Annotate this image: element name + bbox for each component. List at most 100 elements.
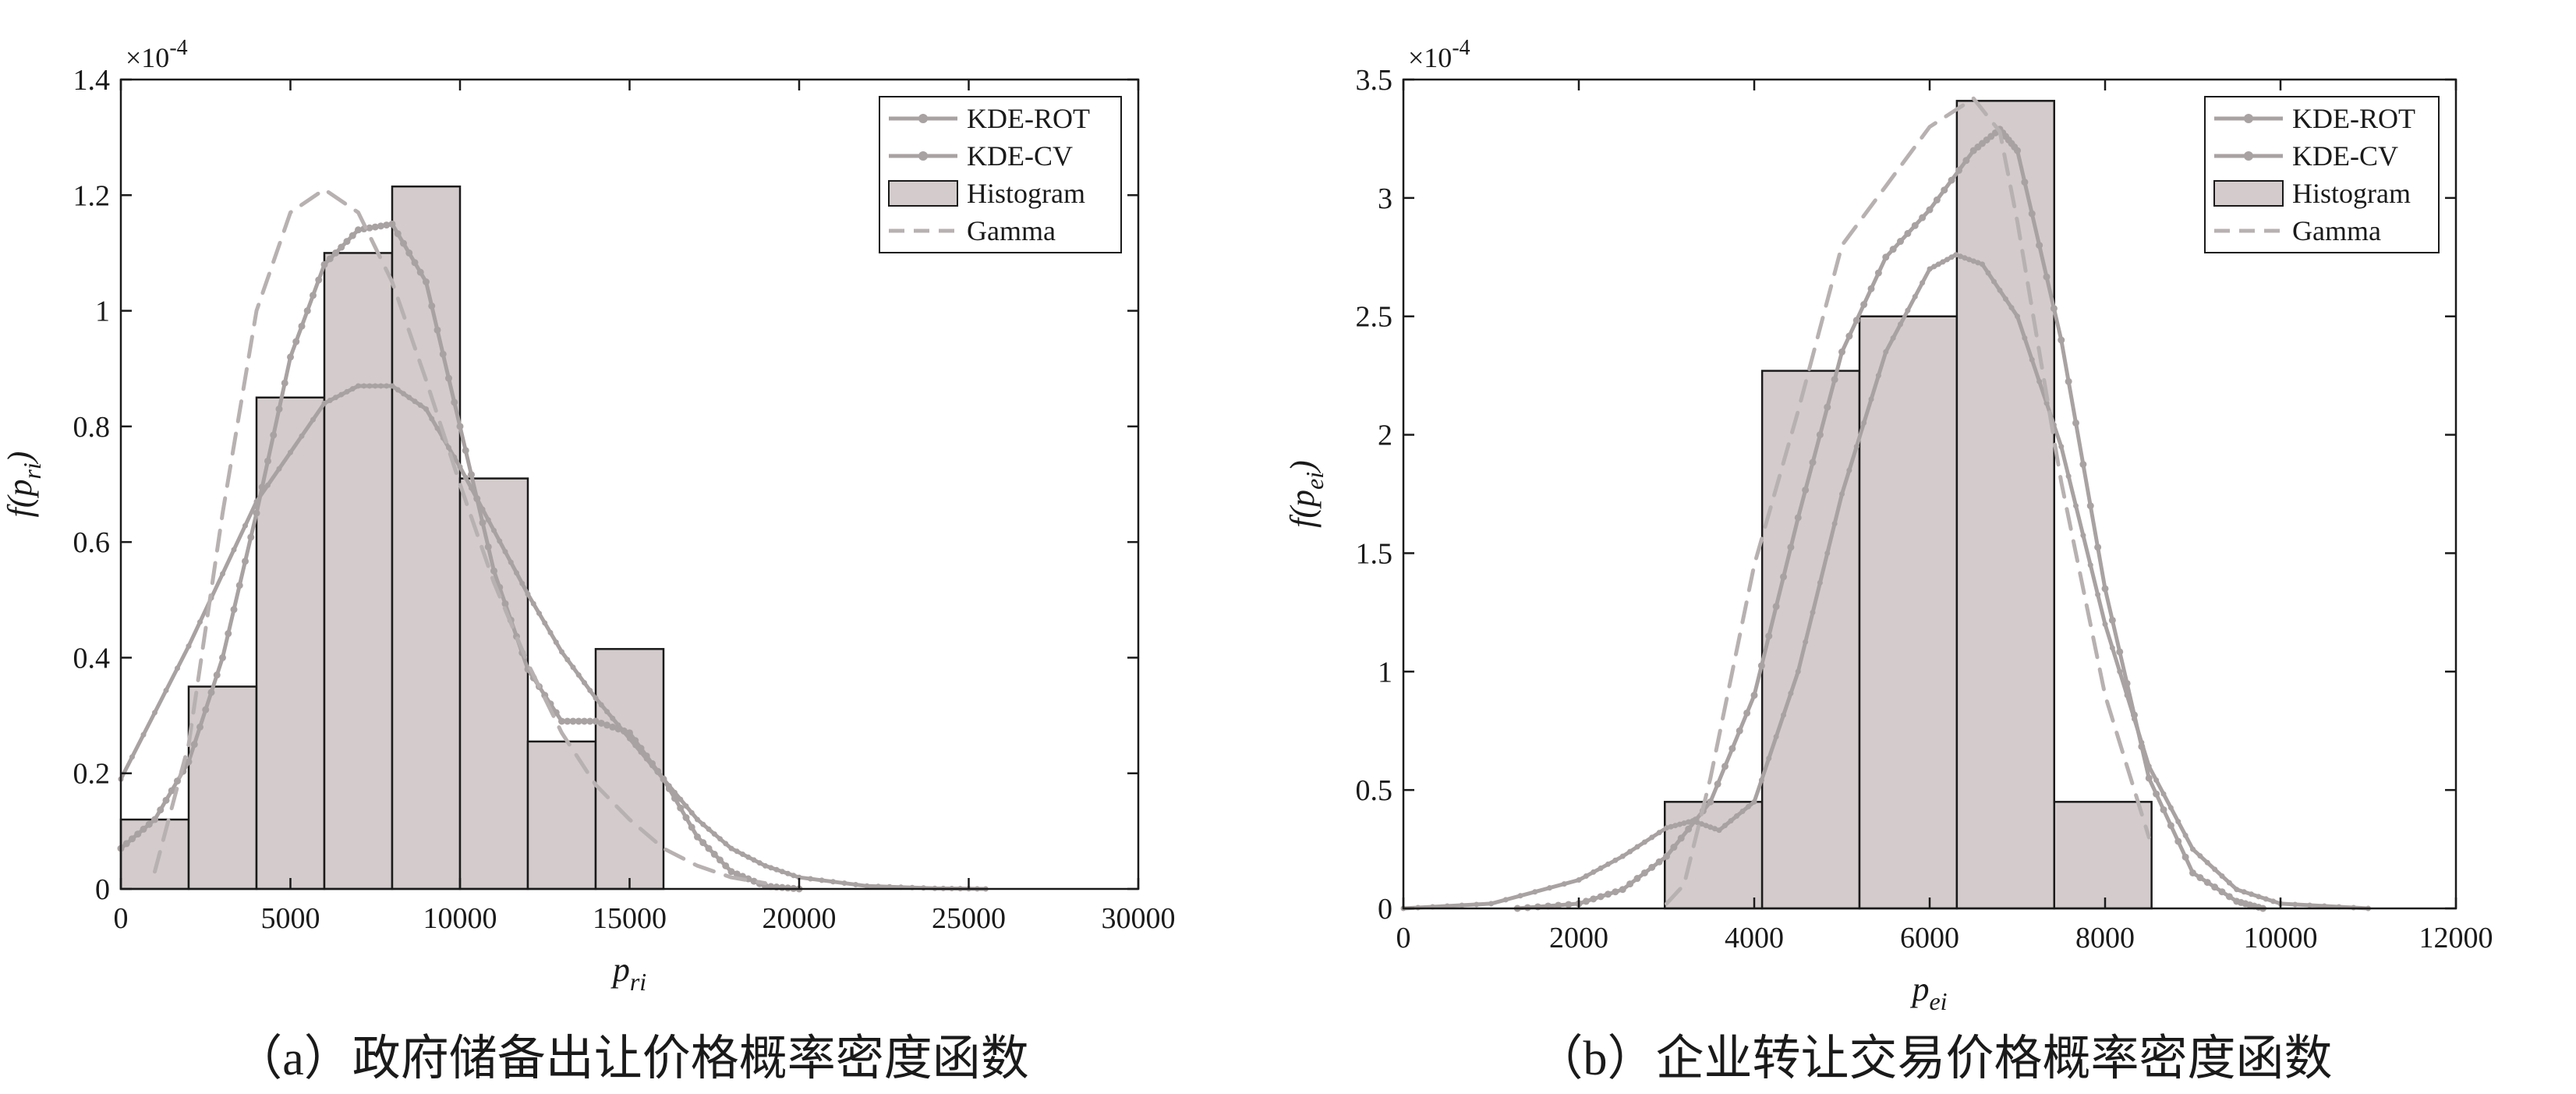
series-marker-kde-cv	[1868, 396, 1874, 402]
series-marker-kde-rot	[2101, 585, 2109, 593]
series-marker-kde-cv	[1561, 881, 1567, 887]
y-tick-label: 0.2	[73, 758, 111, 791]
series-marker-kde-rot	[416, 268, 424, 276]
series-marker-kde-rot	[1663, 852, 1670, 860]
series-marker-kde-cv	[536, 611, 542, 617]
series-marker-kde-rot	[157, 806, 165, 814]
series-marker-kde-cv	[1641, 839, 1647, 845]
series-marker-kde-cv	[1619, 853, 1626, 859]
histogram-bar	[458, 477, 529, 890]
series-marker-kde-rot	[428, 302, 436, 310]
series-marker-kde-rot	[575, 717, 582, 725]
series-marker-kde-cv	[700, 821, 706, 827]
series-marker-kde-cv	[853, 881, 858, 887]
series-marker-kde-rot	[2203, 879, 2211, 887]
series-marker-kde-cv	[2036, 378, 2043, 384]
x-tick-label: 20000	[763, 902, 837, 935]
series-marker-kde-rot	[468, 471, 475, 479]
x-axis-label-sub: ei	[1929, 987, 1947, 1015]
series-marker-kde-rot	[190, 741, 198, 749]
series-marker-kde-rot	[1919, 214, 1927, 221]
series-marker-kde-cv	[186, 643, 192, 650]
x-tick-label: 5000	[261, 902, 320, 935]
series-marker-kde-rot	[174, 777, 181, 785]
series-marker-kde-rot	[1677, 834, 1685, 842]
series-marker-kde-cv	[1634, 844, 1640, 850]
series-marker-kde-cv	[1817, 579, 1823, 586]
y-tick-label: 0	[1378, 893, 1392, 926]
series-marker-kde-rot	[366, 224, 373, 232]
series-marker-kde-cv	[288, 449, 293, 455]
series-marker-kde-rot	[1772, 603, 1780, 611]
series-marker-kde-cv	[587, 687, 593, 693]
series-marker-kde-rot	[2050, 305, 2058, 313]
series-marker-kde-rot	[1962, 157, 1970, 165]
series-marker-kde-cv	[2087, 562, 2093, 568]
series-marker-kde-cv	[610, 715, 616, 721]
series-marker-kde-cv	[446, 444, 451, 451]
series-marker-kde-cv	[1758, 777, 1764, 783]
legend-marker-kde-rot	[2244, 114, 2253, 123]
x-axis-label-base: p	[610, 951, 630, 989]
histogram-bar	[1858, 315, 1959, 910]
series-marker-kde-cv	[1997, 287, 2003, 293]
series-marker-kde-rot	[501, 600, 509, 607]
y-tick-label: 1	[1378, 656, 1392, 689]
series-marker-kde-rot	[1780, 573, 1787, 581]
series-marker-kde-cv	[2219, 873, 2225, 879]
series-marker-kde-rot	[564, 717, 571, 725]
series-marker-kde-rot	[207, 689, 215, 696]
histogram-bar	[391, 185, 462, 890]
y-tick-label: 0.5	[1356, 774, 1393, 807]
series-marker-kde-rot	[1605, 890, 1612, 898]
series-marker-kde-rot	[303, 307, 311, 315]
series-marker-kde-rot	[2116, 648, 2124, 656]
series-marker-kde-cv	[2058, 444, 2065, 450]
series-marker-kde-rot	[2174, 837, 2182, 845]
series-marker-kde-cv	[1905, 307, 1911, 313]
histogram-bar	[187, 685, 258, 890]
series-marker-kde-rot	[1802, 486, 1810, 494]
series-marker-kde-rot	[1565, 901, 1573, 908]
series-marker-kde-cv	[1766, 756, 1772, 762]
series-marker-kde-cv	[2321, 903, 2327, 909]
series-marker-kde-cv	[253, 498, 260, 505]
series-marker-kde-cv	[632, 742, 639, 749]
series-marker-kde-cv	[1751, 798, 1757, 805]
series-marker-kde-cv	[582, 680, 587, 686]
histogram-bar	[526, 740, 597, 890]
series-marker-kde-cv	[1788, 690, 1794, 696]
legend-marker-kde-cv	[2244, 151, 2253, 161]
series-marker-kde-rot	[349, 232, 356, 239]
series-marker-kde-cv	[1773, 734, 1779, 740]
histogram-bar	[323, 252, 394, 890]
series-marker-kde-cv	[1746, 803, 1751, 809]
series-marker-kde-rot	[1882, 253, 1890, 261]
series-marker-kde-rot	[355, 226, 362, 234]
series-marker-kde-cv	[519, 580, 525, 586]
x-tick-label: 10000	[2244, 922, 2318, 954]
series-marker-kde-cv	[2132, 716, 2137, 722]
series-marker-kde-cv	[366, 383, 373, 389]
series-marker-kde-rot	[281, 379, 288, 387]
x-tick-label: 2000	[1549, 922, 1608, 954]
series-marker-kde-cv	[129, 754, 135, 760]
series-marker-kde-cv	[1474, 901, 1480, 908]
series-marker-kde-cv	[2022, 335, 2028, 342]
legend-swatch-histogram	[888, 180, 958, 207]
x-tick-label: 15000	[593, 902, 667, 935]
series-marker-kde-cv	[1703, 823, 1709, 829]
series-marker-kde-cv	[389, 383, 395, 389]
legend-label: Gamma	[2292, 215, 2381, 246]
y-tick-label: 1.2	[73, 179, 111, 212]
y-tick-label: 1.5	[1356, 537, 1393, 570]
series-marker-kde-cv	[1898, 321, 1903, 327]
series-marker-kde-cv	[1985, 270, 1991, 276]
y-axis-label: f(pei)	[1283, 460, 1329, 528]
series-marker-kde-rot	[242, 558, 249, 565]
series-marker-kde-cv	[785, 870, 791, 876]
series-marker-kde-cv	[1591, 869, 1597, 875]
y-tick-label: 2	[1378, 420, 1392, 452]
series-marker-kde-rot	[1655, 858, 1663, 866]
panel-caption: （b）企业转让交易价格概率密度函数	[1534, 1032, 2332, 1085]
